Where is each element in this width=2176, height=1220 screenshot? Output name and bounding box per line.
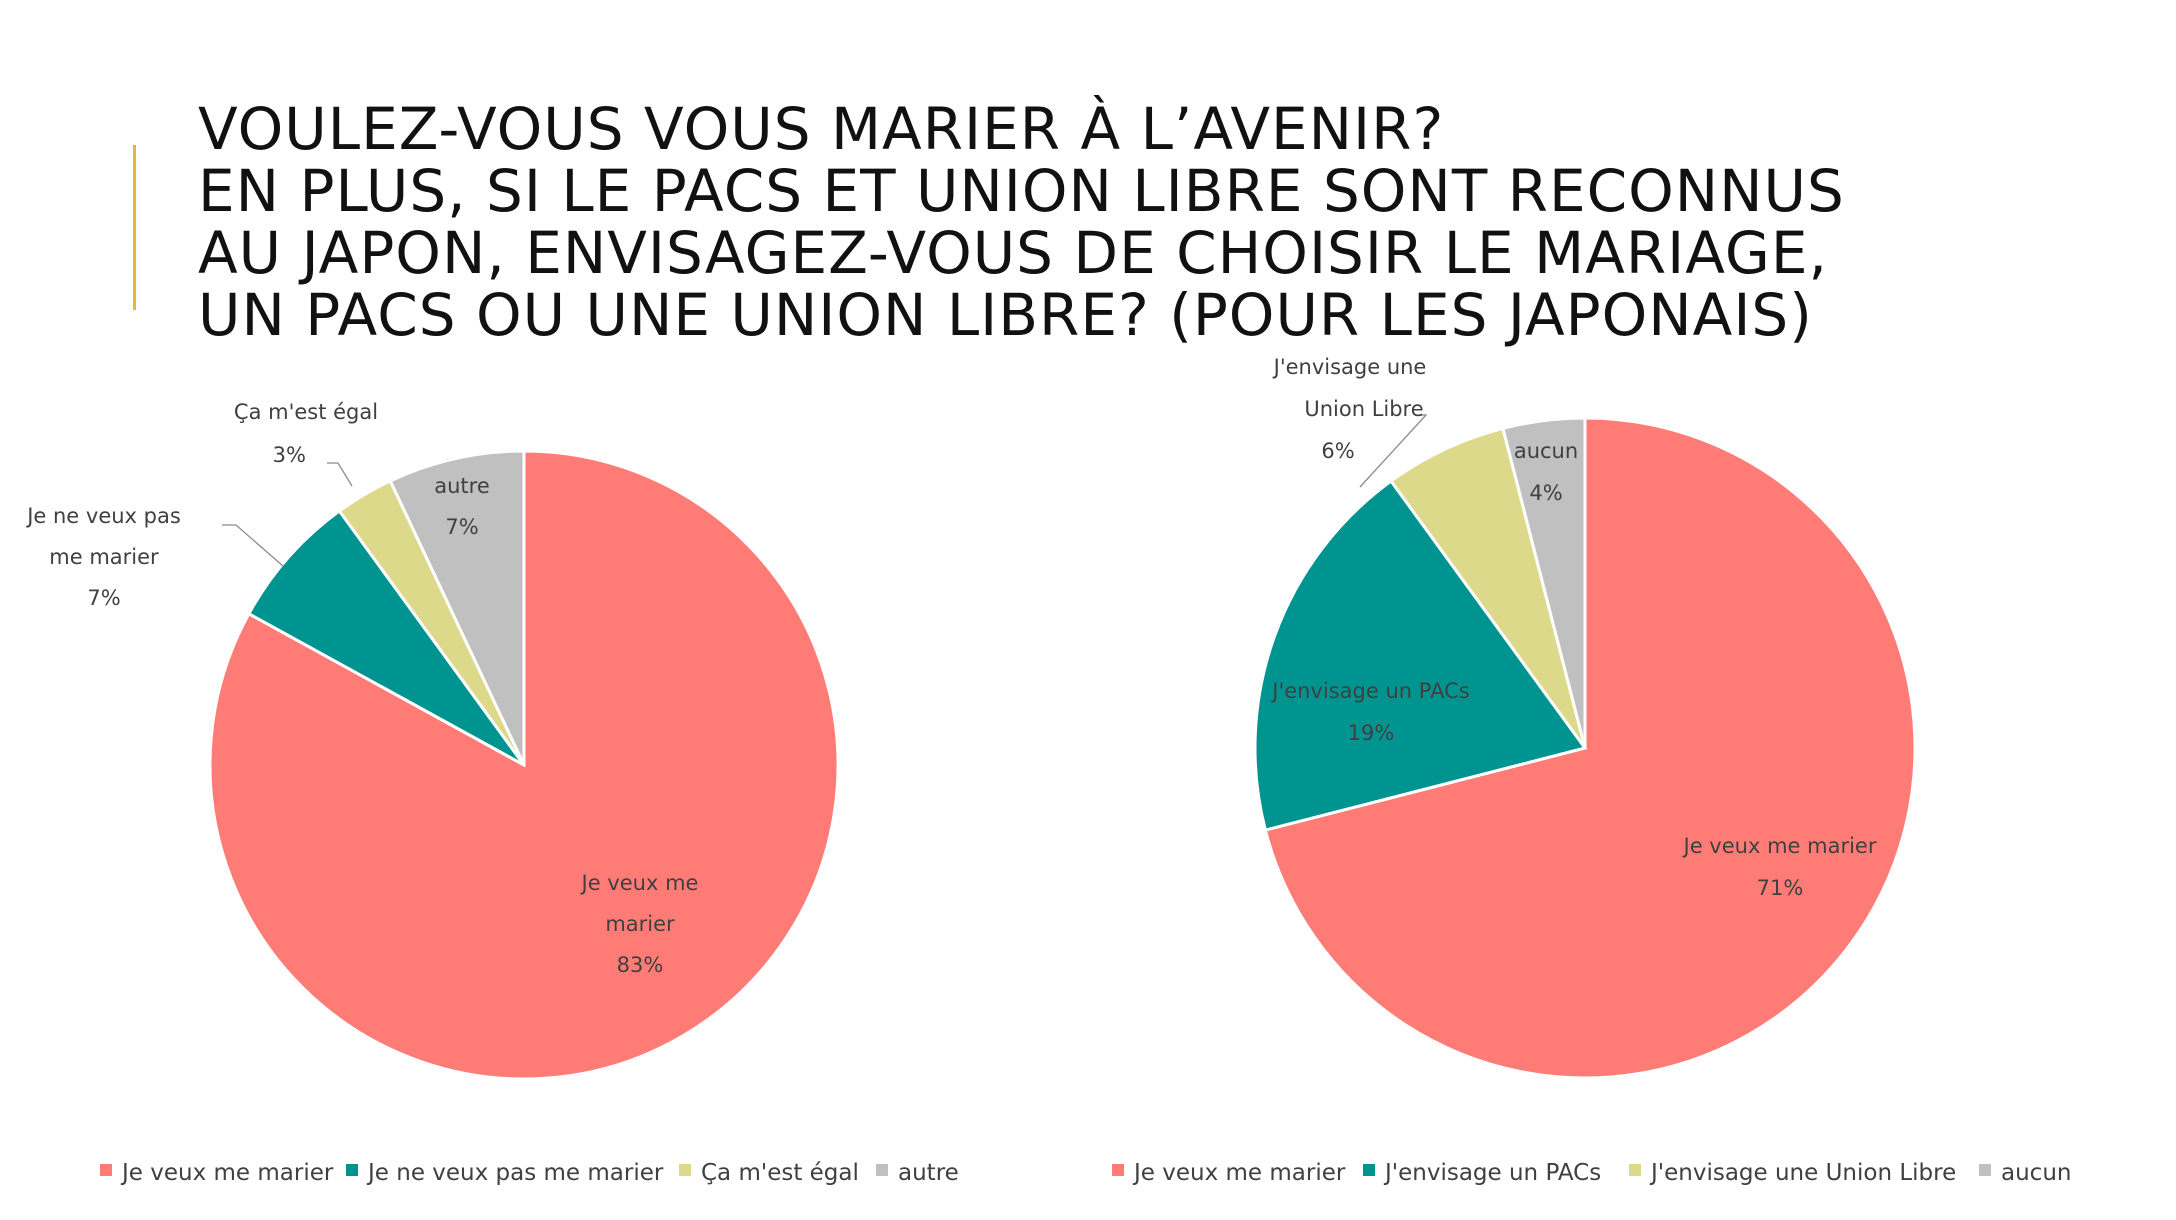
legend-label-0-3: autre <box>898 1160 959 1186</box>
title-line-2: EN PLUS, SI LE PACS ET UNION LIBRE SONT … <box>198 157 1845 225</box>
legend-swatch-0-3 <box>876 1164 888 1176</box>
slice-label-1-2-1: Union Libre <box>1304 397 1423 421</box>
legend-swatch-0-2 <box>679 1164 691 1176</box>
slice-label-1-0-1: 71% <box>1757 876 1804 900</box>
slice-label-0-0-2: 83% <box>617 953 664 977</box>
leader-line-1-0 <box>1359 414 1428 488</box>
slide-title: VOULEZ-VOUS VOUS MARIER À L’AVENIR? EN P… <box>198 98 2158 346</box>
slice-label-0-0-1: marier <box>605 912 675 936</box>
slice-label-0-2-1: 3% <box>273 443 306 467</box>
slice-label-0-0-0: Je veux me <box>580 871 699 895</box>
leader-line-0-1 <box>327 462 353 487</box>
legend-label-0-1: Je ne veux pas me marier <box>366 1160 664 1186</box>
legend-swatch-0-0 <box>100 1164 112 1176</box>
accent-bar <box>133 145 136 310</box>
title-line-4: UN PACS OU UNE UNION LIBRE? (POUR LES JA… <box>198 281 1813 349</box>
pie-slice-1-1 <box>1253 478 1588 832</box>
slice-label-0-3-1: 7% <box>445 515 478 539</box>
legend-swatch-1-2 <box>1629 1164 1641 1176</box>
slice-label-0-2-0: Ça m'est égal <box>234 400 378 424</box>
slice-label-0-1-1: me marier <box>49 545 159 569</box>
pie-slice-0-3 <box>388 449 526 766</box>
slice-label-1-1-1: 19% <box>1348 721 1395 745</box>
slice-label-0-1-0: Je ne veux pas <box>25 504 181 528</box>
slice-label-0-1-2: 7% <box>87 586 120 610</box>
leader-line-0-0 <box>222 524 284 567</box>
title-line-3: AU JAPON, ENVISAGEZ-VOUS DE CHOISIR LE M… <box>198 219 1828 287</box>
legend-label-1-0: Je veux me marier <box>1132 1160 1346 1186</box>
slice-label-1-1-0: J'envisage un PACs <box>1270 679 1469 703</box>
legend-label-1-3: aucun <box>2001 1160 2071 1186</box>
slice-label-1-2-2: 6% <box>1321 439 1354 463</box>
pie-slice-1-2 <box>1388 426 1587 749</box>
slice-label-1-3-0: aucun <box>1514 439 1578 463</box>
legend-label-0-0: Je veux me marier <box>120 1160 334 1186</box>
pie-slice-1-3 <box>1501 416 1587 749</box>
slice-label-0-3-0: autre <box>434 474 490 498</box>
title-line-1: VOULEZ-VOUS VOUS MARIER À L’AVENIR? <box>198 95 1445 163</box>
pie-chart-union-choice: Je veux me marier 71% J'envisage un PACs 19… <box>1112 355 2071 1186</box>
legend-swatch-1-1 <box>1363 1164 1375 1176</box>
legend-label-1-2: J'envisage une Union Libre <box>1649 1160 1956 1186</box>
legend-swatch-1-0 <box>1112 1164 1124 1176</box>
slice-label-1-3-1: 4% <box>1529 481 1562 505</box>
pie-slice-0-1 <box>246 508 526 767</box>
legend-label-0-2: Ça m'est égal <box>701 1160 859 1186</box>
slice-label-1-0-0: Je veux me marier <box>1682 834 1877 858</box>
pie-chart-marriage: Je veux me marier 83% Je ne veux pas me mari… <box>25 400 959 1186</box>
legend-label-1-1: J'envisage un PACs <box>1383 1160 1601 1186</box>
legend-swatch-0-1 <box>346 1164 358 1176</box>
legend-swatch-1-3 <box>1979 1164 1991 1176</box>
slice-label-1-2-0: J'envisage une <box>1272 355 1427 379</box>
pie-slice-1-0 <box>1263 416 1917 1080</box>
